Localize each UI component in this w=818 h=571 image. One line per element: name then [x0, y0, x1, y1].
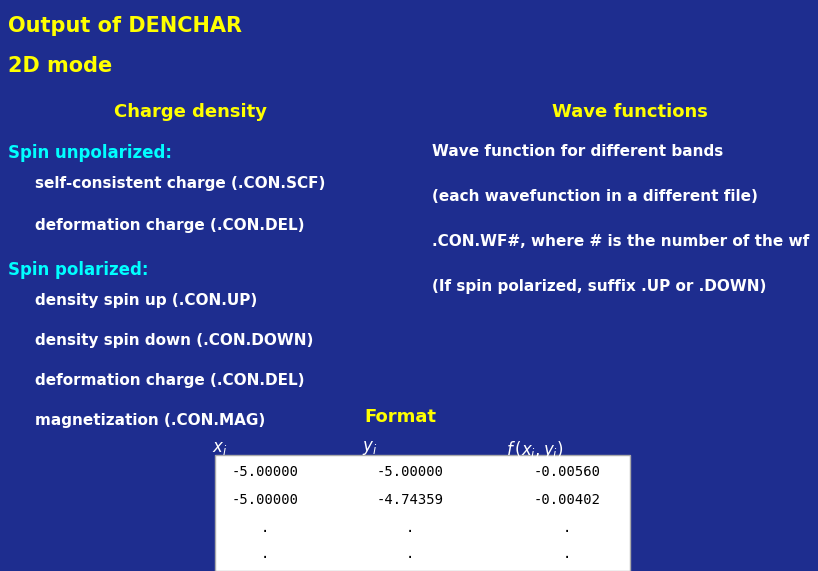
- Text: density spin down (.CON.DOWN): density spin down (.CON.DOWN): [35, 333, 313, 348]
- Text: (each wavefunction in a different file): (each wavefunction in a different file): [432, 189, 757, 204]
- Text: $y_i$: $y_i$: [362, 439, 378, 457]
- Text: deformation charge (.CON.DEL): deformation charge (.CON.DEL): [35, 218, 304, 233]
- Text: Format: Format: [364, 408, 436, 426]
- Text: self-consistent charge (.CON.SCF): self-consistent charge (.CON.SCF): [35, 176, 326, 191]
- Text: Output of DENCHAR: Output of DENCHAR: [8, 16, 242, 36]
- Text: Wave function for different bands: Wave function for different bands: [432, 144, 723, 159]
- FancyBboxPatch shape: [215, 455, 630, 571]
- Text: Wave functions: Wave functions: [552, 103, 708, 121]
- Text: 2D mode: 2D mode: [8, 56, 112, 76]
- Text: Spin polarized:: Spin polarized:: [8, 261, 149, 279]
- Text: $x_i$: $x_i$: [213, 439, 227, 457]
- Text: .: .: [406, 521, 414, 535]
- Text: $f\,(x_i, y_i)$: $f\,(x_i, y_i)$: [506, 439, 564, 461]
- Text: Spin unpolarized:: Spin unpolarized:: [8, 144, 172, 162]
- Text: .: .: [563, 521, 571, 535]
- Text: -5.00000: -5.00000: [376, 465, 443, 479]
- Text: .: .: [261, 547, 269, 561]
- Text: magnetization (.CON.MAG): magnetization (.CON.MAG): [35, 413, 265, 428]
- Text: -4.74359: -4.74359: [376, 493, 443, 507]
- Text: -0.00560: -0.00560: [533, 465, 600, 479]
- Text: (If spin polarized, suffix .UP or .DOWN): (If spin polarized, suffix .UP or .DOWN): [432, 279, 766, 294]
- Text: .: .: [261, 521, 269, 535]
- Text: deformation charge (.CON.DEL): deformation charge (.CON.DEL): [35, 373, 304, 388]
- Text: .CON.WF#, where # is the number of the wf: .CON.WF#, where # is the number of the w…: [432, 234, 809, 249]
- Text: -5.00000: -5.00000: [231, 493, 299, 507]
- Text: .: .: [563, 547, 571, 561]
- Text: -5.00000: -5.00000: [231, 465, 299, 479]
- Text: -0.00402: -0.00402: [533, 493, 600, 507]
- Text: density spin up (.CON.UP): density spin up (.CON.UP): [35, 293, 257, 308]
- Text: Charge density: Charge density: [114, 103, 267, 121]
- Text: .: .: [406, 547, 414, 561]
